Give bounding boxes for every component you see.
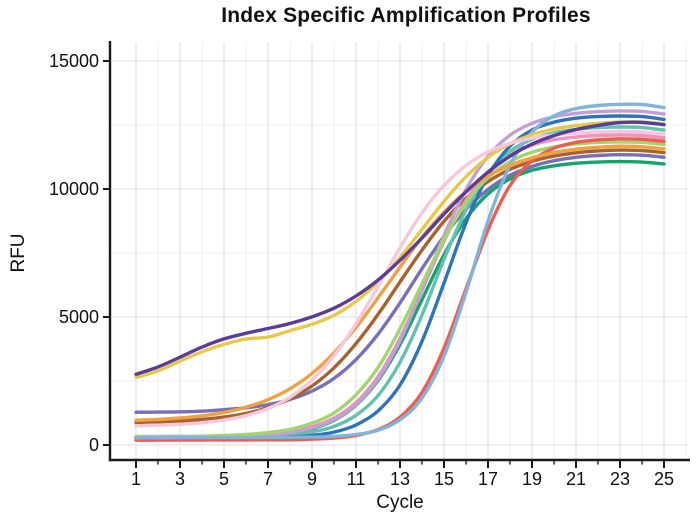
x-axis-tick-label: 13 <box>390 469 410 489</box>
amplification-curve <box>134 129 666 428</box>
amplification-curve <box>134 120 666 376</box>
x-axis-tick-label: 17 <box>478 469 498 489</box>
x-axis-tick-label: 19 <box>522 469 542 489</box>
x-axis-tick-label: 25 <box>654 469 674 489</box>
x-axis-label: Cycle <box>376 492 424 513</box>
x-axis-tick-label: 3 <box>175 469 185 489</box>
x-axis-tick-label: 7 <box>263 469 273 489</box>
x-axis-tick-label: 9 <box>307 469 317 489</box>
x-axis-tick-label: 21 <box>566 469 586 489</box>
amplification-curve <box>134 120 666 380</box>
y-axis-tick-label: 5000 <box>59 307 99 327</box>
y-axis-tick-label: 0 <box>89 435 99 455</box>
chart-title: Index Specific Amplification Profiles <box>221 4 591 27</box>
x-axis-tick-label: 5 <box>219 469 229 489</box>
amplification-curve <box>134 153 666 414</box>
x-axis-tick-label: 15 <box>434 469 454 489</box>
x-axis-tick-label: 1 <box>131 469 141 489</box>
amplification-curve <box>134 148 666 425</box>
y-axis-tick-label: 15000 <box>49 51 99 71</box>
y-axis-tick-label: 10000 <box>49 179 99 199</box>
x-axis-tick-label: 23 <box>610 469 630 489</box>
amplification-curve <box>134 137 666 442</box>
y-axis-label: RFU <box>8 233 29 273</box>
amplification-curve <box>134 144 666 422</box>
amplification-curve <box>134 102 666 440</box>
x-axis-tick-label: 11 <box>347 469 366 489</box>
